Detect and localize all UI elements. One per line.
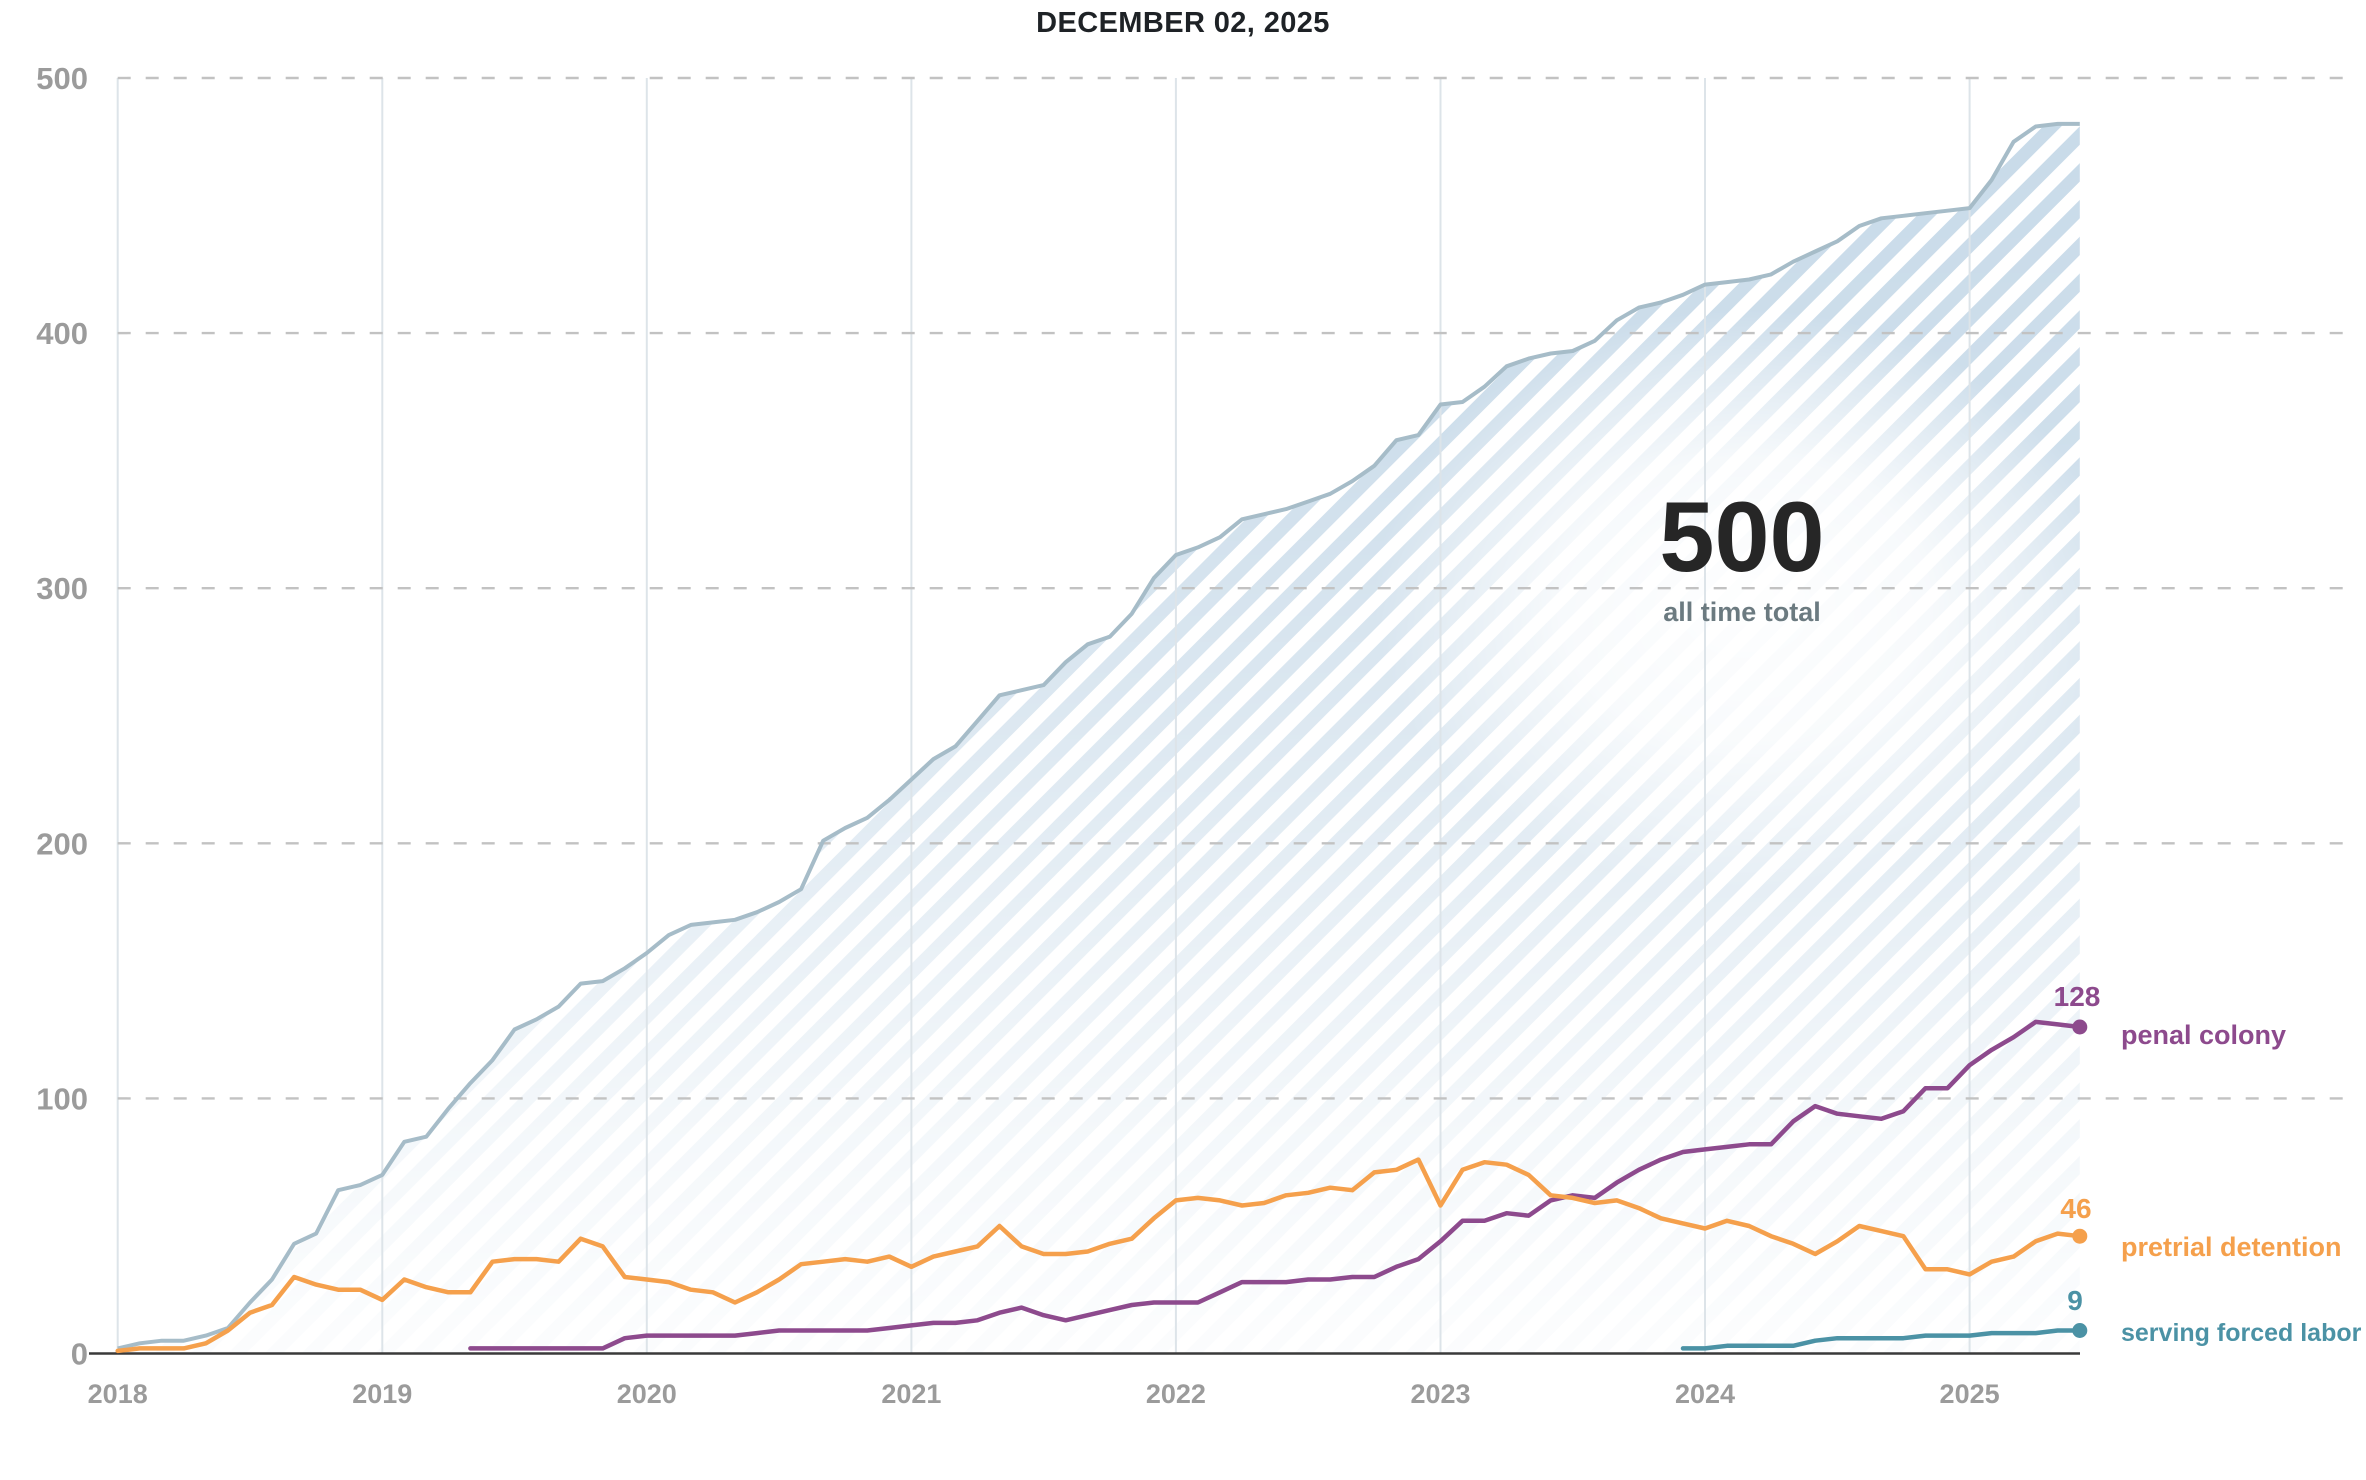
- penal-colony-end-value: 128: [2053, 981, 2101, 1012]
- pretrial-detention-line: [115, 1157, 2083, 1354]
- total-line: [117, 121, 2080, 1351]
- y-tick-label: 500: [36, 61, 88, 96]
- x-tick-label: 2020: [617, 1379, 677, 1409]
- y-tick-label: 0: [71, 1337, 88, 1372]
- penal-colony-end-dot: [2072, 1019, 2088, 1035]
- axis-tick-labels: 0 100 200 300 400 500 2018 2019 2020 2021 2022 2023…: [36, 61, 1999, 1409]
- pretrial-detention-end-dot: [2072, 1228, 2088, 1244]
- y-tick-label: 300: [36, 571, 88, 606]
- total-area: [117, 123, 2080, 1354]
- pretrial-detention-series-label: pretrial detention: [2121, 1232, 2342, 1262]
- x-tick-label: 2023: [1410, 1379, 1470, 1409]
- x-tick-label: 2022: [1146, 1379, 1206, 1409]
- y-tick-label: 200: [36, 826, 88, 861]
- total-counter: 500: [1659, 481, 1825, 592]
- forced-labor-series-label: serving forced labor: [2121, 1319, 2362, 1347]
- x-tick-label: 2025: [1940, 1379, 2000, 1409]
- gridlines: [89, 76, 2352, 1355]
- chart-title: DECEMBER 02, 2025: [1036, 7, 1330, 39]
- total-caption: all time total: [1663, 597, 1821, 627]
- forced-labor-end-value: 9: [2067, 1285, 2083, 1316]
- y-tick-label: 400: [36, 316, 88, 351]
- penal-colony-series-label: penal colony: [2121, 1020, 2287, 1050]
- x-tick-label: 2018: [88, 1379, 148, 1409]
- serving-forced-labor-line: [1680, 1328, 2083, 1351]
- penal-colony-line: [468, 1019, 2083, 1351]
- y-tick-label: 100: [36, 1081, 88, 1116]
- x-tick-label: 2019: [352, 1379, 412, 1409]
- pretrial-detention-end-value: 46: [2060, 1193, 2092, 1224]
- x-tick-label: 2021: [881, 1379, 941, 1409]
- x-tick-label: 2024: [1675, 1379, 1735, 1409]
- serving-forced-labor-end-dot: [2072, 1323, 2088, 1338]
